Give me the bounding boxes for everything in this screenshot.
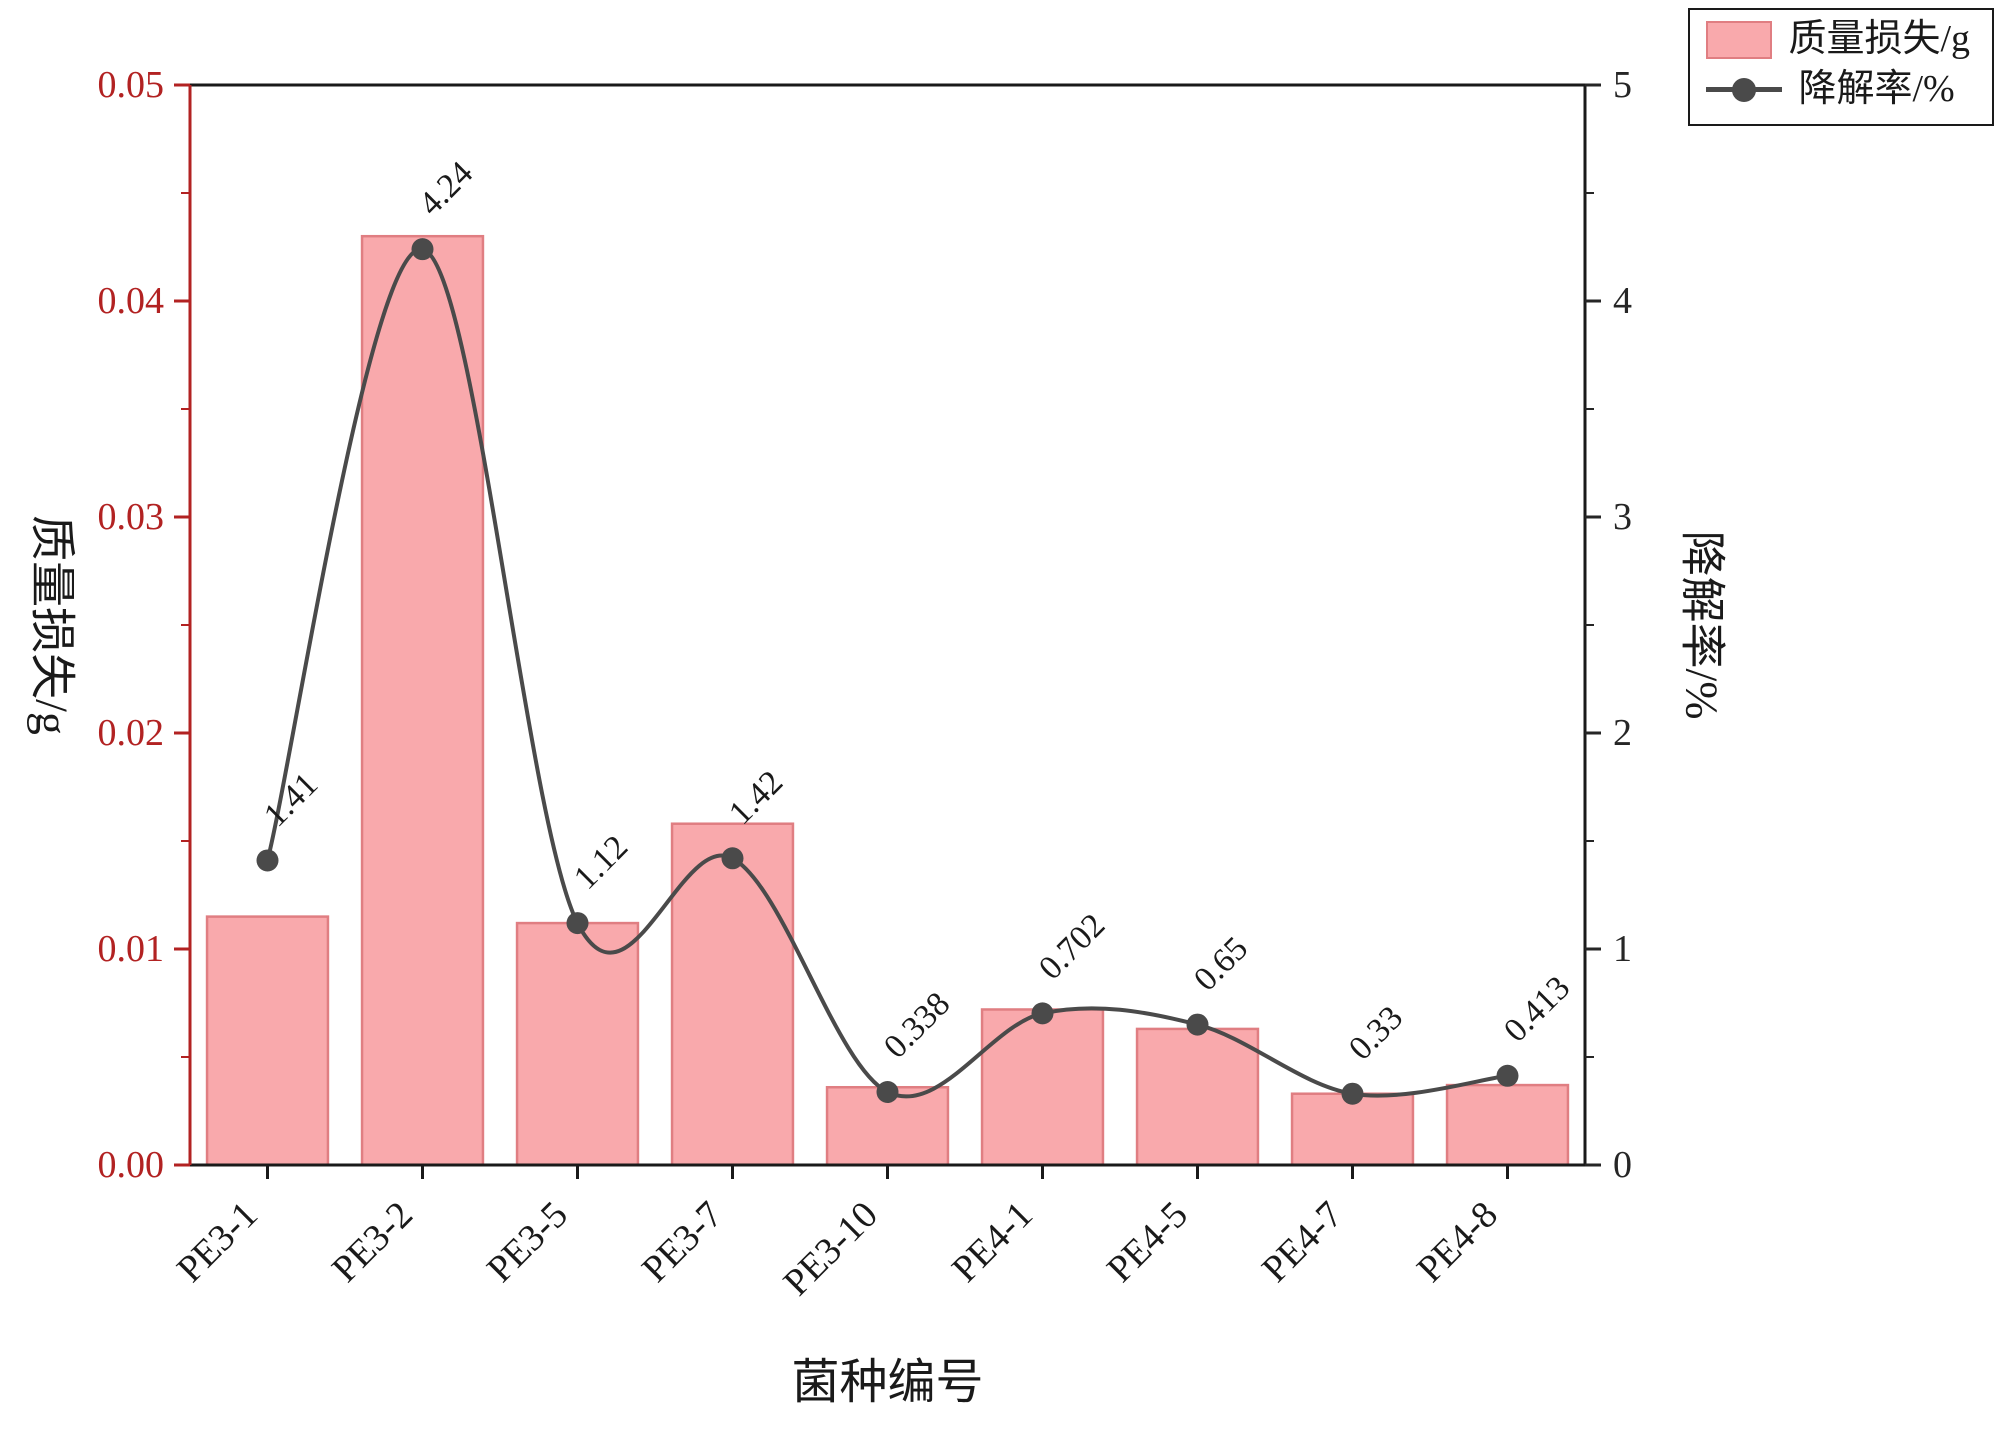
point-label-PE3-10: 0.338 (877, 985, 957, 1065)
bar-PE3-2 (360, 234, 485, 1167)
left-tick-label: 0.04 (98, 280, 165, 322)
marker-PE3-2 (411, 238, 434, 261)
x-tick-label: PE3-1 (169, 1194, 266, 1291)
marker-PE3-5 (566, 912, 589, 935)
right-tick-label: 0 (1613, 1144, 1632, 1186)
right-tick-label: 1 (1613, 928, 1632, 970)
legend: 质量损失/g 降解率/% (1688, 8, 1994, 126)
point-label-PE3-1: 1.41 (257, 766, 325, 834)
bar-PE4-7 (1290, 1092, 1415, 1167)
x-tick-label: PE4-7 (1254, 1194, 1351, 1291)
x-tick-label: PE4-1 (944, 1194, 1041, 1291)
x-tick-label: PE3-2 (324, 1194, 421, 1291)
marker-dot-icon (1732, 77, 1757, 102)
marker-PE3-10 (876, 1080, 899, 1103)
x-axis: PE3-1 PE3-2 PE3-5 PE3-7 PE3-10 PE4-1 PE4-5 PE4-… (169, 1165, 1509, 1304)
x-tick-label: PE4-8 (1409, 1194, 1506, 1291)
right-tick-label: 4 (1613, 280, 1632, 322)
left-tick-label: 0.01 (98, 928, 165, 970)
marker-PE4-8 (1496, 1064, 1519, 1087)
marker-PE3-7 (721, 847, 744, 870)
x-tick-label: PE3-7 (634, 1194, 731, 1291)
legend-label-degradation-rate: 降解率/% (1798, 67, 1955, 110)
bar-PE4-1 (980, 1008, 1105, 1167)
left-tick-label: 0.02 (98, 712, 165, 754)
bar-PE4-8 (1445, 1083, 1570, 1167)
marker-PE4-7 (1341, 1082, 1364, 1105)
left-tick-label: 0.00 (98, 1144, 165, 1186)
bar-PE3-1 (205, 915, 330, 1167)
left-tick-label: 0.03 (98, 496, 165, 538)
x-axis-title: 菌种编号 (791, 1356, 983, 1409)
point-label-PE3-2: 4.24 (412, 155, 480, 223)
bars-series (205, 234, 1570, 1167)
point-label-PE4-5: 0.65 (1187, 930, 1255, 998)
legend-item-degradation-rate: 降解率/% (1706, 67, 1970, 110)
marker-PE4-5 (1186, 1013, 1209, 1036)
legend-item-mass-loss: 质量损失/g (1706, 18, 1970, 60)
right-axis-title: 降解率/% (1677, 530, 1728, 719)
point-label-PE4-8: 0.413 (1497, 969, 1577, 1049)
x-tick-label: PE4-5 (1099, 1194, 1196, 1291)
right-axis: 0 1 2 3 4 5 (1585, 64, 1632, 1186)
legend-label-mass-loss: 质量损失/g (1788, 18, 1970, 60)
marker-PE4-1 (1031, 1002, 1054, 1025)
right-tick-label: 2 (1613, 712, 1632, 754)
right-tick-label: 5 (1613, 64, 1632, 106)
marker-PE3-1 (256, 849, 279, 872)
line-marker-swatch-icon (1706, 77, 1783, 102)
bar-PE3-5 (515, 921, 640, 1167)
bar-PE3-7 (670, 822, 795, 1167)
x-tick-label: PE3-10 (776, 1194, 886, 1304)
right-tick-label: 3 (1613, 496, 1632, 538)
bar-swatch-icon (1706, 20, 1773, 59)
point-label-PE3-7: 1.42 (722, 764, 790, 832)
x-tick-label: PE3-5 (479, 1194, 576, 1291)
left-axis: 0.00 0.01 0.02 0.03 0.04 0.05 (98, 64, 190, 1186)
point-label-PE4-1: 0.702 (1032, 907, 1112, 987)
left-axis-title: 质量损失/g (27, 515, 78, 735)
point-label-PE3-5: 1.12 (567, 829, 635, 897)
left-tick-label: 0.05 (98, 64, 165, 106)
bar-PE4-5 (1135, 1027, 1260, 1167)
point-label-PE4-7: 0.33 (1342, 999, 1410, 1067)
